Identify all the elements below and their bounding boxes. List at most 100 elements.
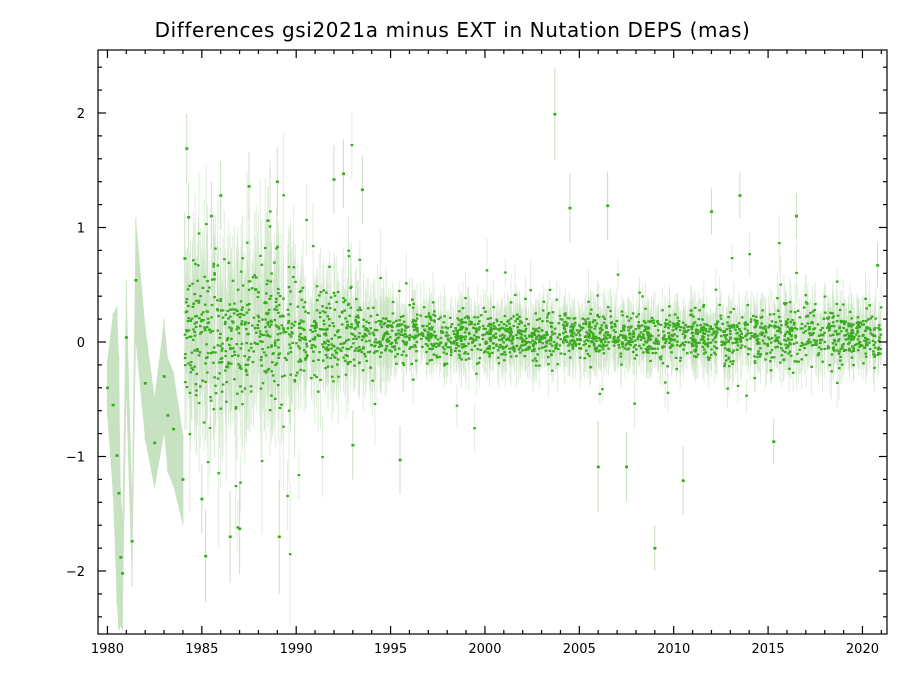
- data-point: [588, 334, 592, 337]
- data-point: [666, 322, 670, 325]
- data-point: [746, 304, 750, 307]
- data-point: [299, 368, 303, 371]
- data-point: [593, 319, 597, 322]
- data-point: [847, 325, 850, 328]
- data-point: [443, 348, 446, 351]
- data-point: [754, 321, 758, 324]
- data-point: [707, 341, 710, 344]
- data-point: [864, 329, 867, 332]
- data-point: [458, 353, 461, 357]
- data-point: [868, 341, 871, 344]
- data-point: [212, 265, 215, 268]
- data-point: [470, 348, 473, 351]
- data-point: [319, 291, 323, 294]
- data-point: [212, 361, 215, 364]
- data-point: [197, 264, 200, 267]
- data-point: [216, 264, 220, 267]
- data-point: [879, 306, 883, 309]
- data-point: [548, 349, 552, 352]
- data-point: [646, 332, 649, 335]
- data-point: [643, 321, 647, 324]
- data-point: [368, 350, 372, 353]
- data-point: [277, 311, 280, 314]
- data-point: [798, 348, 801, 351]
- data-point: [274, 339, 277, 342]
- data-point: [298, 322, 301, 326]
- data-point: [657, 334, 660, 337]
- data-point: [432, 313, 435, 316]
- data-point: [840, 344, 844, 347]
- data-point: [778, 327, 782, 330]
- data-point: [730, 257, 734, 260]
- data-point: [850, 336, 853, 340]
- data-point: [646, 345, 650, 349]
- data-point: [203, 326, 206, 329]
- data-point: [839, 347, 843, 350]
- data-point: [566, 317, 569, 320]
- data-point: [781, 349, 785, 352]
- data-point: [375, 341, 379, 344]
- data-point: [347, 249, 350, 252]
- data-point: [275, 305, 278, 308]
- data-point: [404, 332, 407, 336]
- data-point: [259, 254, 262, 257]
- data-point: [475, 362, 479, 365]
- data-point: [206, 280, 209, 283]
- data-point: [232, 312, 236, 315]
- data-point: [397, 347, 401, 350]
- data-point: [609, 315, 613, 318]
- data-point: [674, 356, 678, 359]
- data-point: [524, 341, 528, 344]
- data-point: [730, 326, 733, 329]
- data-point: [780, 354, 784, 357]
- data-point: [336, 358, 340, 361]
- data-point: [793, 326, 797, 329]
- data-point: [482, 306, 486, 310]
- data-point: [189, 335, 193, 338]
- data-point: [342, 301, 345, 304]
- data-point: [775, 336, 778, 339]
- data-point: [626, 315, 629, 318]
- data-point: [770, 341, 773, 344]
- data-point: [760, 334, 764, 337]
- data-point: [235, 328, 239, 331]
- data-point: [609, 322, 613, 325]
- data-point: [581, 326, 585, 329]
- data-point: [398, 324, 401, 327]
- data-point: [477, 336, 481, 339]
- data-point: [443, 315, 446, 318]
- data-point: [372, 306, 375, 309]
- data-point: [452, 332, 456, 336]
- data-point: [712, 332, 715, 335]
- data-point: [241, 257, 244, 260]
- data-point: [749, 337, 752, 340]
- data-point: [827, 346, 831, 349]
- data-point: [478, 320, 481, 323]
- data-point: [287, 352, 290, 355]
- data-point: [877, 324, 881, 327]
- data-point: [313, 338, 316, 341]
- data-point: [463, 352, 466, 355]
- data-point: [441, 331, 445, 334]
- data-point: [664, 381, 667, 384]
- data-point: [197, 402, 201, 405]
- data-point: [424, 336, 428, 339]
- data-point: [196, 349, 199, 353]
- data-point: [701, 345, 705, 348]
- data-point: [209, 396, 212, 399]
- data-point: [244, 321, 247, 324]
- data-point: [347, 347, 351, 351]
- data-point: [496, 349, 500, 352]
- data-point: [691, 339, 694, 342]
- data-point: [855, 343, 858, 346]
- data-point: [696, 329, 700, 332]
- data-point: [316, 299, 319, 302]
- data-point: [331, 353, 334, 356]
- data-point: [227, 363, 230, 366]
- data-point: [651, 347, 654, 350]
- data-point: [379, 355, 382, 358]
- data-point: [690, 332, 694, 335]
- data-point: [258, 330, 262, 333]
- data-point: [185, 336, 188, 340]
- data-point: [769, 351, 772, 354]
